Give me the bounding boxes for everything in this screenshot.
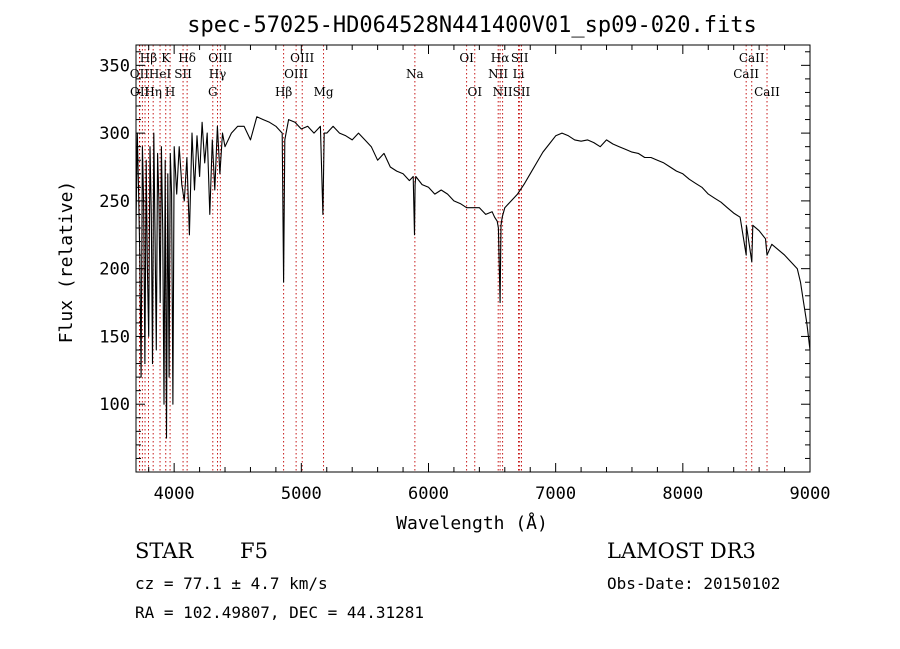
x-tick-label: 9000 — [790, 484, 831, 504]
line-label: OIII — [208, 51, 232, 65]
line-label: CaII — [739, 51, 765, 65]
line-label: OIII — [284, 67, 308, 81]
line-label: SII — [511, 51, 529, 65]
line-label: OI — [459, 51, 474, 65]
cz-readout: cz = 77.1 ± 4.7 km/s — [135, 574, 328, 593]
line-label: CaII — [733, 67, 759, 81]
x-tick-label: 5000 — [281, 484, 322, 504]
x-tick-label: 8000 — [662, 484, 703, 504]
y-tick-label: 250 — [99, 192, 130, 212]
obs-date: Obs-Date: 20150102 — [607, 574, 781, 593]
y-tick-label: 350 — [99, 56, 130, 76]
line-label: SII — [513, 85, 531, 99]
x-tick-label: 4000 — [154, 484, 195, 504]
x-tick-label: 6000 — [408, 484, 449, 504]
line-label: H — [165, 85, 175, 99]
x-tick-label: 7000 — [535, 484, 576, 504]
survey-name: LAMOST DR3 — [607, 539, 756, 563]
line-label: OI — [467, 85, 482, 99]
line-label: CaII — [754, 85, 780, 99]
line-label: Hη — [144, 85, 162, 99]
line-label: Na — [406, 67, 424, 81]
y-tick-label: 100 — [99, 395, 130, 415]
line-label: Hβ — [275, 85, 292, 99]
subclass: F5 — [240, 539, 268, 563]
plot-frame — [135, 44, 811, 473]
line-label: K — [161, 51, 171, 65]
line-label: Hγ — [209, 67, 227, 81]
line-label: Li — [513, 67, 525, 81]
y-tick-label: 200 — [99, 260, 130, 280]
line-label: G — [208, 85, 218, 99]
y-axis-label: Flux (relative) — [56, 181, 77, 344]
x-axis: 4000 5000 6000 7000 8000 9000 — [148, 45, 831, 504]
ra-dec-readout: RA = 102.49807, DEC = 44.31281 — [135, 603, 424, 622]
line-label: Hβ — [140, 51, 157, 65]
line-label: NII — [493, 85, 513, 99]
line-label: OII — [130, 67, 150, 81]
line-label: SII — [174, 67, 192, 81]
object-class: STAR — [135, 539, 194, 563]
line-label: Hδ — [178, 51, 196, 65]
x-axis-label: Wavelength (Å) — [396, 512, 548, 534]
line-label: Hα — [491, 51, 510, 65]
line-label: NII — [488, 67, 508, 81]
y-tick-label: 300 — [99, 124, 130, 144]
spectrum-line — [135, 116, 811, 439]
line-markers — [138, 45, 768, 472]
y-axis: 100 150 200 250 300 350 — [99, 51, 810, 459]
y-tick-label: 150 — [99, 327, 130, 347]
line-label: OIII — [290, 51, 314, 65]
line-label: Mg — [314, 85, 334, 99]
line-label: HeI — [149, 67, 172, 81]
chart-title: spec-57025-HD064528N441400V01_sp09-020.f… — [187, 13, 757, 38]
